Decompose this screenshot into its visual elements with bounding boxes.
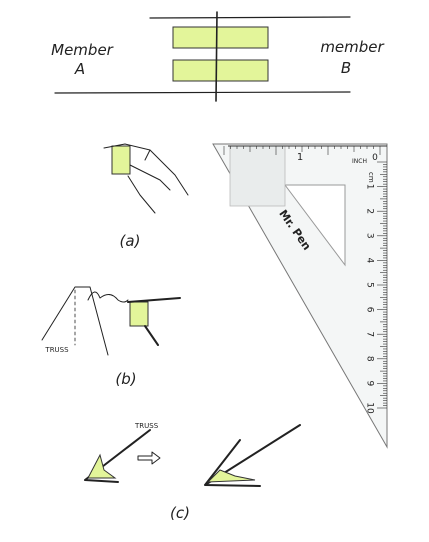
cm-number: 6 [365,307,375,313]
label-c: (c) [170,504,190,522]
sketch-b [41,286,181,356]
member-a-label: A [74,60,85,78]
sketch-a [103,143,189,214]
zero-label: 0 [372,153,378,163]
truss-label: TRUSS [44,346,69,354]
inch-label: INCH [352,158,367,165]
cm-number: 2 [365,208,375,214]
cm-number: 10 [365,402,375,414]
sketch-c [84,424,301,487]
triangle-ruler [212,143,388,449]
cm-number: 8 [365,356,375,362]
member-b-label: member [320,38,384,56]
cm-number: 5 [365,282,375,288]
joint-sketch [54,11,351,102]
cm-number: 7 [365,331,375,337]
cm-number: 4 [365,258,375,264]
cm-number: 3 [365,233,375,239]
label-a: (a) [120,232,141,250]
member-b-label: B [341,59,351,77]
cm-label: cm [367,172,375,183]
label-b: (b) [115,370,136,388]
inch-number: 1 [297,152,303,163]
truss-label: TRUSS [134,422,159,430]
member-a-label: Member [51,41,114,59]
cm-number: 1 [365,184,375,190]
cm-number: 9 [365,381,375,387]
